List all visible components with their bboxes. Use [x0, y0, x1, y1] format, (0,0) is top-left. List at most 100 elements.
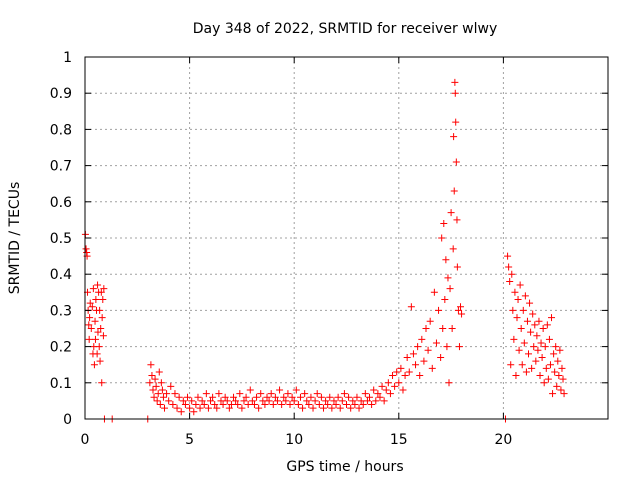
data-point [519, 306, 527, 314]
data-point [451, 89, 459, 97]
data-point [99, 332, 107, 340]
data-point [265, 397, 273, 405]
data-point [85, 321, 93, 329]
data-point [334, 393, 342, 401]
data-point [538, 353, 546, 361]
data-point [447, 209, 455, 217]
data-point [412, 361, 420, 369]
data-point [551, 368, 559, 376]
data-point [86, 299, 94, 307]
data-point [455, 343, 463, 351]
y-axis-label: SRMTID / TECUs [7, 182, 23, 295]
data-point [420, 357, 428, 365]
data-point [163, 390, 171, 398]
data-point [95, 343, 103, 351]
data-point [269, 401, 277, 409]
data-point [399, 386, 407, 394]
data-point [401, 372, 409, 380]
data-point [278, 401, 286, 409]
data-point [328, 404, 336, 412]
data-point [171, 390, 179, 398]
data-point [230, 393, 238, 401]
data-point [85, 335, 93, 343]
y-tick-label: 0.8 [50, 122, 72, 138]
data-point [169, 401, 177, 409]
data-point [366, 393, 374, 401]
data-point [96, 306, 104, 314]
data-point [294, 401, 302, 409]
data-point [424, 346, 432, 354]
data-point [204, 404, 212, 412]
data-point [546, 361, 554, 369]
data-point [153, 397, 161, 405]
data-point [416, 372, 424, 380]
data-point [376, 393, 384, 401]
data-point [361, 390, 369, 398]
data-point [92, 296, 100, 304]
data-point [155, 368, 163, 376]
data-point [544, 375, 552, 383]
data-point [86, 314, 94, 322]
data-point [94, 281, 102, 289]
data-point [99, 296, 107, 304]
data-point [440, 220, 448, 228]
data-point [395, 379, 403, 387]
data-point [414, 343, 422, 351]
data-point [391, 382, 399, 390]
data-point [94, 328, 102, 336]
data-point [152, 382, 160, 390]
data-point [435, 306, 443, 314]
data-point [457, 303, 465, 311]
data-point [200, 401, 208, 409]
points-layer [81, 78, 568, 423]
data-point [248, 397, 256, 405]
data-point [324, 401, 332, 409]
data-point [351, 401, 359, 409]
x-tick-label: 5 [185, 432, 194, 448]
data-point [332, 401, 340, 409]
data-point [156, 401, 164, 409]
data-point [282, 397, 290, 405]
data-point [96, 357, 104, 365]
x-tick-label: 15 [390, 432, 408, 448]
data-point [151, 375, 159, 383]
data-point [167, 382, 175, 390]
data-point [227, 401, 235, 409]
data-point [267, 390, 275, 398]
data-point [511, 288, 519, 296]
data-point [154, 390, 162, 398]
data-point [374, 390, 382, 398]
data-point [179, 397, 187, 405]
data-point [173, 404, 181, 412]
data-point [89, 285, 97, 293]
data-point [234, 401, 242, 409]
data-point [449, 245, 457, 253]
data-point [184, 393, 192, 401]
data-point [299, 404, 307, 412]
data-point [407, 303, 415, 311]
y-tick-label: 0.7 [50, 159, 72, 175]
data-point [255, 404, 263, 412]
data-point [443, 343, 451, 351]
data-point [525, 350, 533, 358]
data-point [363, 397, 371, 405]
data-point [508, 270, 516, 278]
data-point [548, 314, 556, 322]
data-point [536, 372, 544, 380]
data-point [533, 332, 541, 340]
data-point [359, 401, 367, 409]
data-point [211, 401, 219, 409]
data-point [552, 343, 560, 351]
data-point [353, 393, 361, 401]
data-point [307, 393, 315, 401]
data-point [446, 285, 454, 293]
data-point [432, 339, 440, 347]
data-point [453, 216, 461, 224]
data-point [555, 372, 563, 380]
data-point [240, 397, 248, 405]
data-point [528, 364, 536, 372]
data-point [439, 325, 447, 332]
data-point [280, 393, 288, 401]
data-point [284, 390, 292, 398]
data-point [93, 350, 101, 358]
